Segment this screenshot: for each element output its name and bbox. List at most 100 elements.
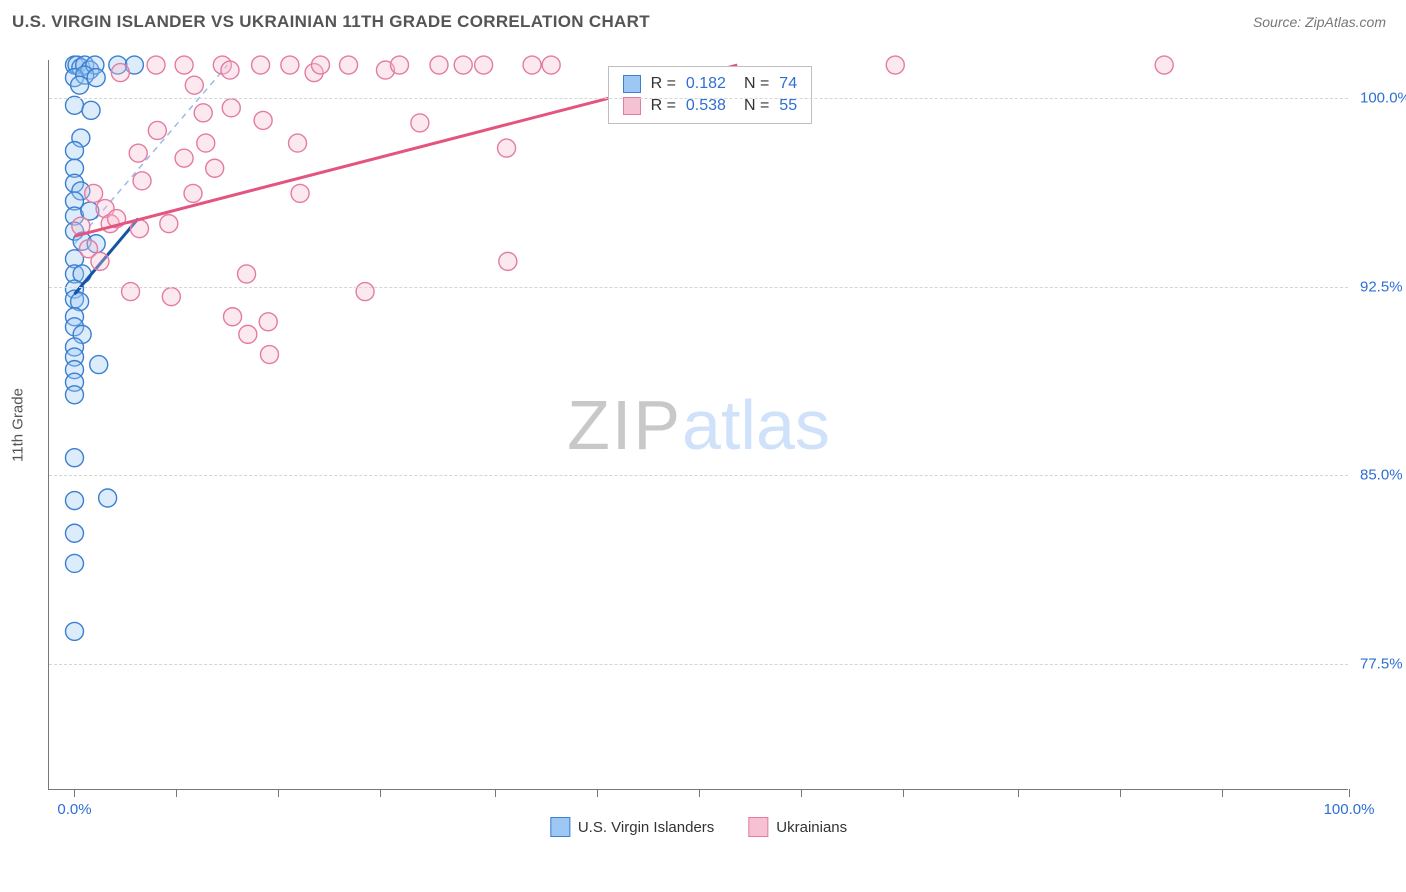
scatter-point: [239, 325, 257, 343]
x-tick-mark: [278, 789, 279, 797]
stat-r-value: 0.538: [686, 97, 726, 115]
scatter-point: [1155, 56, 1173, 74]
x-tick-mark: [1349, 789, 1350, 797]
scatter-point: [475, 56, 493, 74]
legend-item: U.S. Virgin Islanders: [550, 817, 714, 837]
gridline-h: [49, 98, 1348, 99]
plot-wrap: 11th Grade ZIPatlas R =0.182N =74R =0.53…: [48, 60, 1348, 790]
stat-n-value: 74: [779, 75, 797, 93]
scatter-point: [71, 76, 89, 94]
scatter-point: [390, 56, 408, 74]
scatter-point: [85, 184, 103, 202]
x-tick-mark: [699, 789, 700, 797]
scatter-point: [260, 346, 278, 364]
x-tick-label: 100.0%: [1324, 801, 1375, 818]
scatter-point: [206, 159, 224, 177]
legend: U.S. Virgin Islanders Ukrainians: [550, 817, 847, 837]
scatter-point: [259, 313, 277, 331]
scatter-point: [254, 111, 272, 129]
stat-n-label: N =: [744, 97, 769, 115]
scatter-point: [281, 56, 299, 74]
scatter-point: [221, 61, 239, 79]
scatter-point: [886, 56, 904, 74]
scatter-point: [340, 56, 358, 74]
plot-area: ZIPatlas R =0.182N =74R =0.538N =55 U.S.…: [48, 60, 1348, 790]
scatter-point: [498, 139, 516, 157]
x-tick-label: 0.0%: [57, 801, 91, 818]
stat-n-label: N =: [744, 75, 769, 93]
scatter-point: [197, 134, 215, 152]
scatter-point: [90, 356, 108, 374]
x-tick-mark: [597, 789, 598, 797]
scatter-point: [184, 184, 202, 202]
scatter-point: [430, 56, 448, 74]
scatter-point: [65, 142, 83, 160]
y-axis-title: 11th Grade: [10, 388, 27, 462]
legend-swatch: [748, 817, 768, 837]
scatter-point: [65, 96, 83, 114]
legend-label: U.S. Virgin Islanders: [578, 819, 714, 836]
stat-r-value: 0.182: [686, 75, 726, 93]
legend-swatch: [623, 75, 641, 93]
stats-box: R = 0.182 N = 74 R = 0.538 N = 55: [608, 66, 813, 124]
scatter-point: [148, 121, 166, 139]
scatter-point: [82, 101, 100, 119]
scatter-point: [160, 215, 178, 233]
gridline-h: [49, 287, 1348, 288]
scatter-point: [252, 56, 270, 74]
stat-r-label: R =: [651, 97, 676, 115]
stat-n-value: 55: [779, 97, 797, 115]
x-tick-mark: [1222, 789, 1223, 797]
scatter-point: [65, 554, 83, 572]
scatter-point: [194, 104, 212, 122]
scatter-point: [65, 492, 83, 510]
scatter-point: [175, 149, 193, 167]
scatter-point: [238, 265, 256, 283]
gridline-h: [49, 664, 1348, 665]
scatter-point: [65, 449, 83, 467]
scatter-point: [499, 252, 517, 270]
x-tick-mark: [74, 789, 75, 797]
y-tick-label: 92.5%: [1360, 278, 1403, 295]
scatter-point: [65, 622, 83, 640]
legend-swatch: [550, 817, 570, 837]
scatter-point: [129, 144, 147, 162]
chart-title: U.S. VIRGIN ISLANDER VS UKRAINIAN 11TH G…: [12, 12, 650, 32]
gridline-h: [49, 475, 1348, 476]
scatter-point: [175, 56, 193, 74]
scatter-point: [147, 56, 165, 74]
x-tick-mark: [1120, 789, 1121, 797]
scatter-point: [542, 56, 560, 74]
x-tick-mark: [801, 789, 802, 797]
scatter-point: [65, 524, 83, 542]
y-tick-label: 85.0%: [1360, 467, 1403, 484]
scatter-point: [87, 69, 105, 87]
scatter-point: [523, 56, 541, 74]
scatter-point: [122, 283, 140, 301]
scatter-point: [111, 64, 129, 82]
stats-row: R = 0.182 N = 74: [623, 73, 798, 95]
scatter-point: [162, 288, 180, 306]
y-tick-label: 77.5%: [1360, 656, 1403, 673]
scatter-point: [185, 76, 203, 94]
scatter-point: [65, 386, 83, 404]
scatter-point: [224, 308, 242, 326]
x-tick-mark: [380, 789, 381, 797]
scatter-point: [91, 252, 109, 270]
x-tick-mark: [1018, 789, 1019, 797]
legend-label: Ukrainians: [776, 819, 847, 836]
x-tick-mark: [176, 789, 177, 797]
scatter-point: [289, 134, 307, 152]
legend-swatch: [623, 97, 641, 115]
scatter-point: [356, 283, 374, 301]
legend-item: Ukrainians: [748, 817, 847, 837]
scatter-point: [411, 114, 429, 132]
stat-r-label: R =: [651, 75, 676, 93]
chart-source: Source: ZipAtlas.com: [1253, 14, 1386, 30]
x-tick-mark: [903, 789, 904, 797]
scatter-point: [454, 56, 472, 74]
chart-svg: [49, 60, 1348, 789]
scatter-point: [222, 99, 240, 117]
x-tick-mark: [495, 789, 496, 797]
scatter-point: [99, 489, 117, 507]
